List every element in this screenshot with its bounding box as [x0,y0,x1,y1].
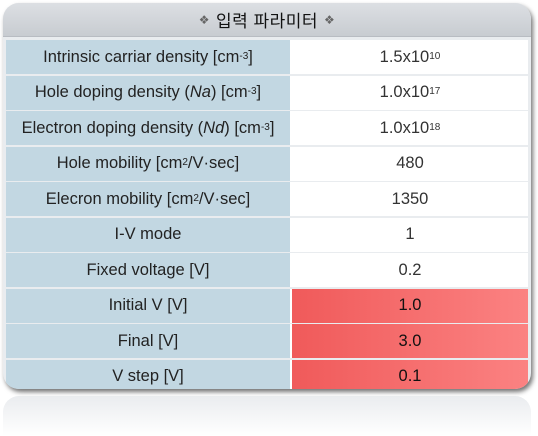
table-row: Initial V [V] 1.0 [6,288,528,323]
param-label-iv-mode: I-V mode [6,217,292,252]
panel-title: 입력 파라미터 [215,12,319,31]
parameter-table: Intrinsic carriar density [cm -3] 1.5x10 1… [3,37,531,389]
param-value-hole-doping[interactable]: 1.0x10 17 [292,75,528,110]
table-row: Intrinsic carriar density [cm -3] 1.5x10 1… [6,40,528,74]
param-value-intrinsic-density[interactable]: 1.5x10 10 [292,40,528,74]
panel-header: ❖ 입력 파라미터 ❖ [3,3,531,37]
input-parameters-panel: ❖ 입력 파라미터 ❖ Intrinsic carriar density [c… [3,3,531,389]
param-label-v-step: V step [V] [6,359,292,389]
param-label-fixed-voltage: Fixed voltage [V] [6,253,292,287]
param-label-hole-doping: Hole doping density (Na) [cm -3] [6,75,292,110]
param-value-hole-mobility[interactable]: 480 [292,146,528,181]
param-value-v-step[interactable]: 0.1 [292,359,528,389]
param-value-iv-mode[interactable]: 1 [292,217,528,252]
table-row: Final [V] 3.0 [6,324,528,358]
panel-reflection [3,396,531,436]
table-row: Hole doping density (Na) [cm -3] 1.0x10 17 [6,75,528,110]
table-row: Hole mobility [cm 2/V·sec] 480 [6,146,528,181]
param-value-fixed-voltage[interactable]: 0.2 [292,253,528,287]
table-row: I-V mode 1 [6,217,528,252]
param-label-electron-doping: Electron doping density (Nd) [cm -3] [6,111,292,145]
param-value-electron-mobility[interactable]: 1350 [292,182,528,216]
param-label-electron-mobility: Elecron mobility [cm 2/V·sec] [6,182,292,216]
diamond-icon: ❖ [198,12,210,27]
table-row: Electron doping density (Nd) [cm -3] 1.0x… [6,111,528,145]
param-label-initial-v: Initial V [V] [6,288,292,323]
param-value-electron-doping[interactable]: 1.0x10 18 [292,111,528,145]
diamond-icon: ❖ [324,12,336,27]
table-row: V step [V] 0.1 [6,359,528,389]
param-value-final-v[interactable]: 3.0 [292,324,528,358]
param-label-hole-mobility: Hole mobility [cm 2/V·sec] [6,146,292,181]
table-row: Fixed voltage [V] 0.2 [6,253,528,287]
param-label-final-v: Final [V] [6,324,292,358]
table-row: Elecron mobility [cm 2/V·sec] 1350 [6,182,528,216]
param-value-initial-v[interactable]: 1.0 [292,288,528,323]
param-label-intrinsic-density: Intrinsic carriar density [cm -3] [6,40,292,74]
